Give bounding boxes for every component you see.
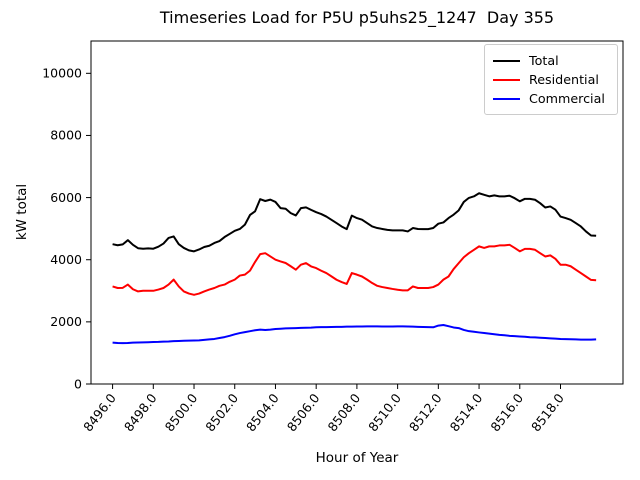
y-tick-label: 8000 (50, 128, 82, 143)
y-axis-ticks: 0 2000 4000 6000 8000 10000 (42, 66, 91, 391)
total-line-swatch (493, 59, 520, 62)
x-tick-label: 8504.0 (243, 391, 282, 435)
series-line-total (112, 192, 597, 253)
y-tick-label: 0 (74, 376, 82, 391)
y-tick-label: 6000 (50, 190, 82, 205)
x-axis-ticks: 8496.0 8498.0 8500.0 8502.0 8504.0 8506.0 8508… (80, 384, 567, 434)
x-tick-label: 8500.0 (162, 391, 201, 435)
series-line-residential (112, 243, 597, 296)
x-tick-label: 8514.0 (447, 391, 486, 435)
x-tick-label: 8506.0 (284, 391, 323, 435)
residential-line-swatch (493, 78, 520, 81)
x-tick-label: 8502.0 (202, 391, 241, 435)
x-tick-label: 8516.0 (487, 391, 526, 435)
y-tick-label: 2000 (50, 314, 82, 329)
x-tick-label: 8512.0 (406, 391, 445, 435)
y-tick-label: 4000 (50, 252, 82, 267)
legend: Total Residential Commercial (484, 44, 618, 115)
y-tick-label: 10000 (42, 66, 82, 81)
legend-item-total: Total (493, 51, 609, 70)
legend-label-residential: Residential (529, 72, 599, 87)
x-tick-label: 8510.0 (365, 391, 404, 435)
commercial-line-swatch (493, 97, 520, 100)
x-tick-label: 8496.0 (80, 391, 119, 435)
legend-item-commercial: Commercial (493, 89, 609, 108)
legend-label-commercial: Commercial (529, 91, 605, 106)
x-axis-label: Hour of Year (315, 450, 399, 466)
chart-title: Timeseries Load for P5U p5uhs25_1247 Day… (159, 8, 555, 27)
x-tick-label: 8518.0 (528, 391, 567, 435)
x-tick-label: 8498.0 (121, 391, 160, 435)
legend-label-total: Total (529, 53, 559, 68)
x-tick-label: 8508.0 (325, 391, 364, 435)
series-line-commercial (112, 323, 597, 345)
y-axis-label: kW total (14, 183, 30, 241)
legend-item-residential: Residential (493, 70, 609, 89)
